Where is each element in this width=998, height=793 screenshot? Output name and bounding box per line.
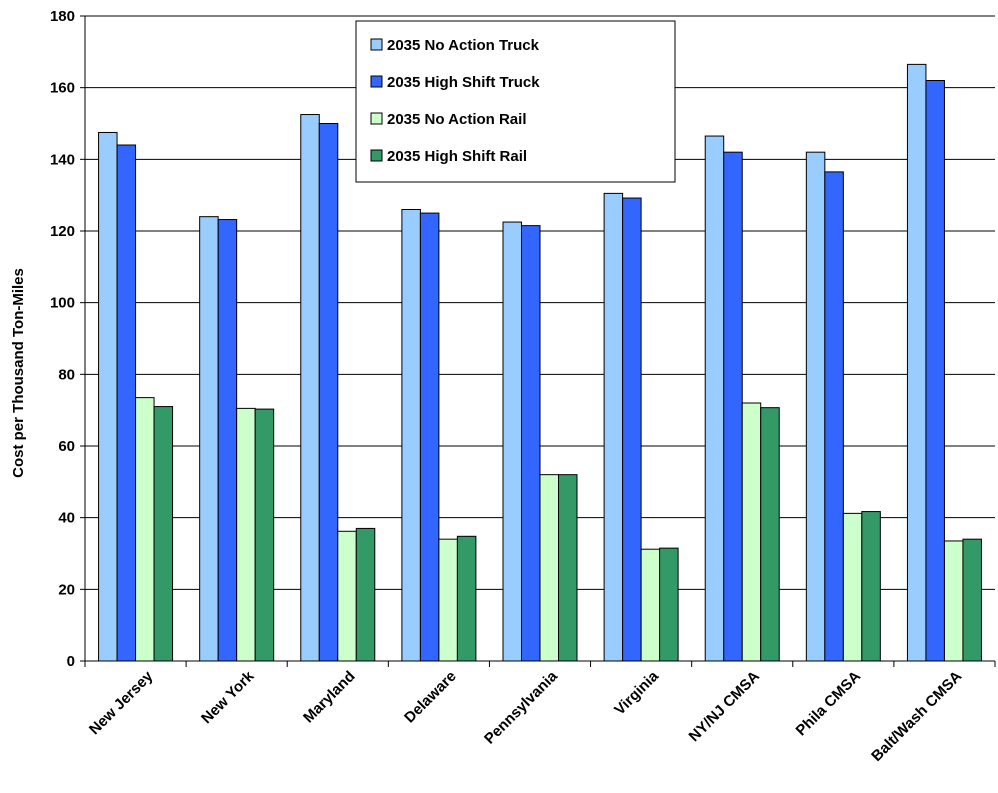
x-category-label: Pennsylvania	[481, 667, 561, 747]
bar	[962, 538, 982, 662]
legend-swatch	[370, 149, 383, 162]
bar	[824, 171, 844, 662]
legend-label: 2035 No Action Truck	[387, 37, 540, 54]
bar	[943, 540, 964, 662]
bar	[153, 406, 174, 662]
x-category-label: Virginia	[611, 667, 662, 718]
bar	[217, 219, 238, 662]
bars	[98, 63, 982, 662]
bar	[98, 131, 118, 662]
legend-label: 2035 High Shift Rail	[387, 148, 527, 165]
y-tick-label: 140	[50, 151, 75, 168]
x-category-label: New Jersey	[86, 667, 157, 738]
bar	[659, 547, 679, 662]
legend-swatch	[370, 38, 383, 51]
bar	[925, 80, 945, 662]
x-category-labels: New Jersey New York Maryland Delaware Pennsy…	[86, 667, 965, 765]
y-tick-label: 80	[58, 366, 75, 383]
bar	[906, 63, 927, 662]
bar	[622, 197, 642, 662]
bar	[741, 402, 762, 662]
bar	[861, 511, 881, 662]
x-category-label: Delaware	[401, 668, 460, 727]
y-tick-label: 20	[58, 581, 75, 598]
axes	[84, 16, 996, 667]
bar	[199, 216, 219, 662]
bar	[640, 548, 661, 662]
y-tick-label: 60	[58, 438, 75, 455]
bar	[355, 527, 376, 662]
bar	[842, 512, 863, 662]
x-category-label: New York	[198, 667, 258, 727]
bar	[135, 397, 155, 662]
bar	[438, 538, 458, 662]
x-category-label: NY/NJ CMSA	[686, 668, 764, 746]
y-tick-labels: 0 20 40 60 80 100 120 140 160 180	[50, 8, 85, 670]
bar	[116, 144, 137, 662]
bar	[254, 408, 275, 662]
bar	[558, 474, 578, 662]
y-tick-label: 0	[67, 653, 75, 670]
x-category-label: Maryland	[300, 668, 359, 727]
bar	[337, 530, 357, 662]
y-tick-label: 120	[50, 223, 75, 240]
legend-box	[355, 20, 676, 183]
bar	[539, 474, 559, 662]
legend-swatch	[370, 75, 383, 88]
bar	[456, 535, 477, 662]
bar	[603, 192, 624, 662]
legend: 2035 No Action Truck 2035 High Shift Truc…	[355, 20, 676, 183]
bar	[236, 407, 256, 662]
x-category-label: Balt/Wash CMSA	[868, 668, 965, 765]
bar	[300, 114, 320, 662]
bar	[704, 135, 725, 662]
y-tick-label: 100	[50, 295, 75, 312]
bar	[401, 209, 421, 662]
bar	[318, 123, 339, 662]
bar	[521, 225, 541, 662]
bar	[723, 151, 743, 662]
legend-label: 2035 No Action Rail	[387, 111, 526, 128]
y-tick-label: 40	[58, 510, 75, 527]
legend-label: 2035 High Shift Truck	[387, 74, 540, 91]
y-tick-label: 160	[50, 80, 75, 97]
bar	[502, 221, 522, 662]
y-tick-label: 180	[50, 8, 75, 25]
y-axis-title: Cost per Thousand Ton-Miles	[10, 268, 27, 478]
bar	[419, 212, 440, 662]
bar	[805, 151, 826, 662]
bar	[760, 407, 780, 662]
legend-swatch	[370, 112, 383, 125]
x-category-label: Phila CMSA	[793, 668, 865, 740]
